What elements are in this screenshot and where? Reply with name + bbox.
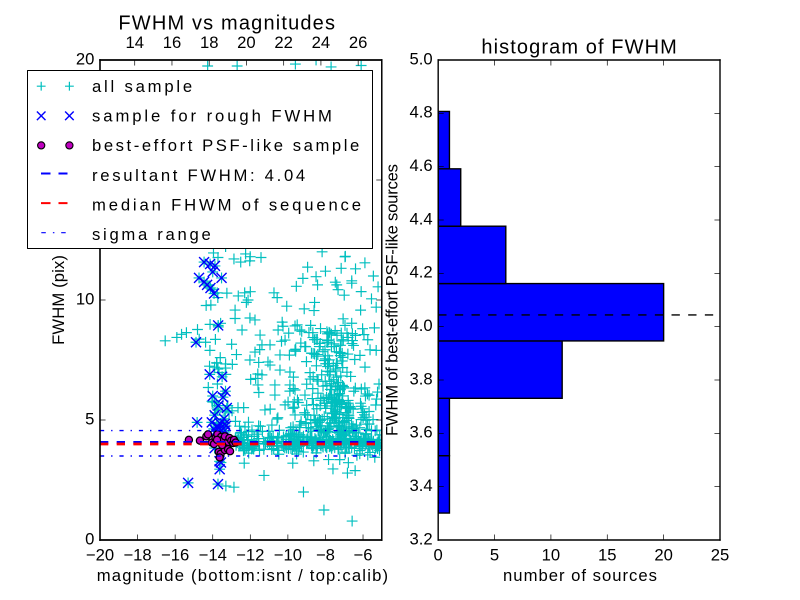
svg-text:16: 16 [163,33,182,52]
svg-text:number of sources: number of sources [503,566,658,585]
svg-text:26: 26 [349,33,368,52]
svg-text:20: 20 [76,49,95,68]
svg-text:−20: −20 [86,545,114,564]
svg-text:5: 5 [490,545,499,564]
svg-text:14: 14 [125,33,144,52]
svg-text:3.4: 3.4 [409,476,432,495]
svg-text:3.6: 3.6 [409,423,432,442]
svg-text:−6: −6 [354,545,373,564]
svg-text:4.2: 4.2 [409,263,432,282]
svg-text:0: 0 [434,545,443,564]
svg-text:4.4: 4.4 [409,209,432,228]
svg-text:all sample: all sample [92,77,195,96]
svg-text:−18: −18 [123,545,151,564]
svg-text:3.2: 3.2 [409,529,432,548]
svg-text:−8: −8 [316,545,335,564]
svg-text:magnitude (bottom:isnt / top:c: magnitude (bottom:isnt / top:calib) [97,566,390,585]
svg-text:4.6: 4.6 [409,156,432,175]
svg-text:24: 24 [312,33,331,52]
svg-text:−16: −16 [161,545,189,564]
svg-text:−12: −12 [236,545,264,564]
svg-text:FWHM vs magnitudes: FWHM vs magnitudes [118,13,336,35]
svg-text:5: 5 [85,409,94,428]
svg-text:median FHWM of sequence: median FHWM of sequence [92,195,364,214]
svg-text:20: 20 [237,33,256,52]
svg-text:22: 22 [274,33,293,52]
svg-text:histogram of FWHM: histogram of FWHM [481,37,678,59]
svg-text:FWHM of best-effort PSF-like s: FWHM of best-effort PSF-like sources [383,164,402,436]
svg-text:5.0: 5.0 [409,49,432,68]
svg-text:FWHM (pix): FWHM (pix) [49,255,68,345]
svg-text:−10: −10 [274,545,302,564]
svg-text:sigma range: sigma range [92,225,213,244]
svg-text:−14: −14 [199,545,227,564]
svg-text:10: 10 [76,289,95,308]
svg-text:3.8: 3.8 [409,369,432,388]
svg-text:20: 20 [654,545,673,564]
svg-text:4.8: 4.8 [409,103,432,122]
svg-text:sample for rough FWHM: sample for rough FWHM [92,107,335,126]
svg-text:18: 18 [200,33,219,52]
svg-text:best-effort PSF-like sample: best-effort PSF-like sample [92,136,362,155]
svg-text:25: 25 [711,545,730,564]
svg-text:4.0: 4.0 [409,316,432,335]
svg-text:10: 10 [542,545,561,564]
svg-text:resultant FWHM: 4.04: resultant FWHM: 4.04 [92,166,308,185]
svg-text:0: 0 [85,529,94,548]
svg-text:15: 15 [598,545,617,564]
